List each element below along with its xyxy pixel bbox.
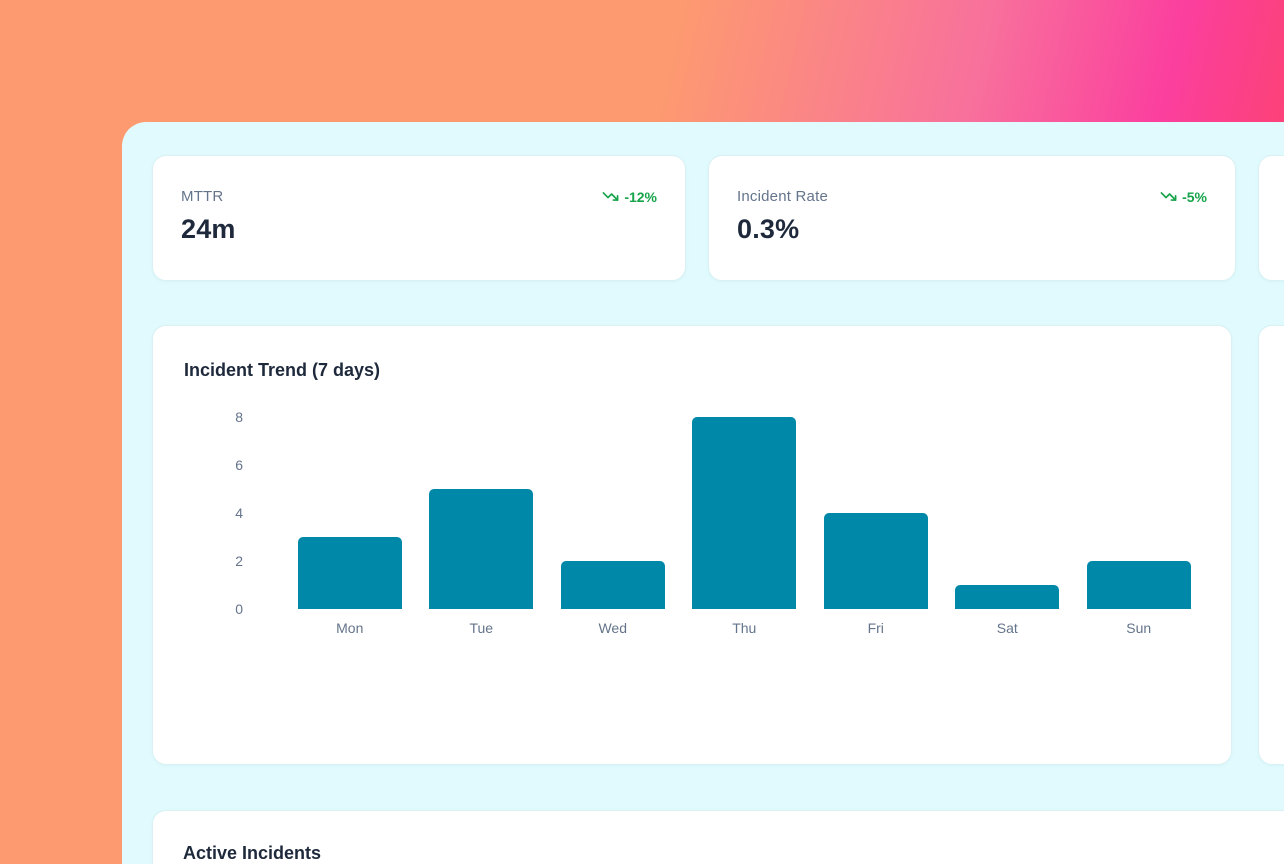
bar-zone bbox=[1073, 417, 1205, 609]
kpi-delta-badge: -12% bbox=[602, 188, 657, 205]
y-tick-label: 4 bbox=[235, 505, 243, 521]
kpi-delta-value: -5% bbox=[1182, 188, 1207, 205]
kpi-card-mttr: MTTR -12% 24m bbox=[152, 155, 686, 281]
bar-column-wed: Wed bbox=[547, 417, 679, 649]
bar-tue bbox=[429, 489, 534, 609]
y-tick-label: 8 bbox=[235, 409, 243, 425]
bar-column-sun: Sun bbox=[1073, 417, 1205, 649]
kpi-delta-value: -12% bbox=[624, 188, 657, 205]
side-card-partial bbox=[1258, 325, 1284, 765]
chart-title: Incident Trend (7 days) bbox=[184, 360, 381, 380]
bar-sat bbox=[955, 585, 1060, 609]
y-tick-label: 0 bbox=[235, 601, 243, 617]
chart-y-axis: 0 2 4 6 8 bbox=[153, 410, 274, 616]
active-incidents-title: Active Incidents bbox=[183, 843, 322, 863]
incident-trend-card: Incident Trend (7 days) 0 2 4 6 8 Mon Tue Wed T… bbox=[152, 325, 1232, 765]
kpi-card-partial bbox=[1258, 155, 1284, 281]
y-tick-label: 2 bbox=[235, 553, 243, 569]
kpi-card-incident-rate: Incident Rate -5% 0.3% bbox=[708, 155, 1236, 281]
bar-zone bbox=[284, 417, 416, 609]
kpi-value: 24m bbox=[181, 214, 236, 244]
x-tick-label: Mon bbox=[336, 620, 364, 636]
bar-column-mon: Mon bbox=[284, 417, 416, 649]
bar-column-sat: Sat bbox=[942, 417, 1074, 649]
kpi-label: MTTR bbox=[181, 188, 224, 205]
bar-column-tue: Tue bbox=[416, 417, 548, 649]
trending-down-icon bbox=[1160, 188, 1177, 205]
x-tick-label: Fri bbox=[867, 620, 884, 636]
kpi-label: Incident Rate bbox=[737, 188, 828, 205]
bar-zone bbox=[416, 417, 548, 609]
trending-down-icon bbox=[602, 188, 619, 205]
kpi-delta-badge: -5% bbox=[1160, 188, 1207, 205]
x-tick-label: Tue bbox=[469, 620, 494, 636]
incident-trend-bar-chart: Mon Tue Wed Thu Fri Sat Sun bbox=[284, 417, 1205, 649]
x-tick-label: Sat bbox=[996, 620, 1018, 636]
x-tick-label: Wed bbox=[598, 620, 628, 636]
active-incidents-card: Active Incidents bbox=[152, 810, 1284, 864]
dashboard-panel: MTTR -12% 24m Incident Rate bbox=[122, 122, 1284, 864]
bar-fri bbox=[823, 513, 928, 609]
bar-column-thu: Thu bbox=[679, 417, 811, 649]
bar-thu bbox=[692, 417, 797, 609]
bar-wed bbox=[560, 561, 665, 609]
bar-zone bbox=[942, 417, 1074, 609]
x-tick-label: Thu bbox=[732, 620, 757, 636]
bar-zone bbox=[547, 417, 679, 609]
x-tick-label: Sun bbox=[1126, 620, 1152, 636]
bar-mon bbox=[297, 537, 402, 609]
y-tick-label: 6 bbox=[235, 457, 243, 473]
bar-zone bbox=[810, 417, 942, 609]
kpi-value: 0.3% bbox=[737, 214, 800, 244]
bar-column-fri: Fri bbox=[810, 417, 942, 649]
bar-zone bbox=[679, 417, 811, 609]
bar-sun bbox=[1086, 561, 1191, 609]
